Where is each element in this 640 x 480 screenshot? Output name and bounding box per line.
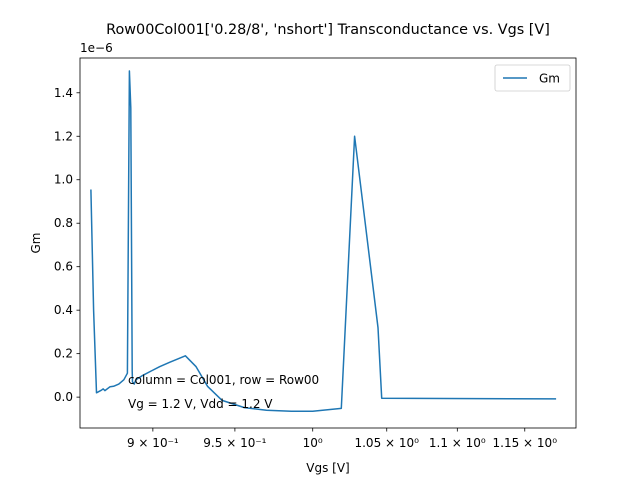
y-tick-label: 0.0 (54, 390, 73, 404)
series-layer (90, 70, 557, 413)
y-tick-label: 0.4 (54, 303, 73, 317)
x-tick-label: 10⁰ (303, 436, 323, 450)
annotation-voltages: Vg = 1.2 V, Vdd = 1.2 V (128, 397, 273, 411)
y-axis-label: Gm (29, 233, 43, 254)
annotation-column-row: column = Col001, row = Row00 (128, 373, 319, 387)
x-axis-label: Vgs [V] (306, 461, 349, 475)
x-tick-label: 9.5 × 10⁻¹ (203, 436, 266, 450)
y-tick-label: 1.2 (54, 129, 73, 143)
y-axis-ticks: 0.0 0.2 0.4 0.6 0.8 1.0 1.2 1.4 (54, 86, 80, 404)
y-tick-label: 0.6 (54, 260, 73, 274)
x-tick-label: 1.15 × 10⁰ (493, 436, 558, 450)
legend: Gm (494, 64, 571, 92)
y-axis-offset-label: 1e−6 (80, 41, 113, 55)
chart-title: Row00Col001['0.28/8', 'nshort'] Transcon… (106, 22, 550, 38)
y-tick-label: 0.2 (54, 347, 73, 361)
y-tick-label: 1.0 (54, 173, 73, 187)
y-tick-label: 1.4 (54, 86, 73, 100)
x-axis-ticks: 9 × 10⁻¹ 9.5 × 10⁻¹ 10⁰ 1.05 × 10⁰ 1.1 × 10⁰… (127, 428, 557, 450)
x-tick-label: 1.05 × 10⁰ (354, 436, 419, 450)
series-line-gm (90, 70, 557, 413)
x-tick-label: 9 × 10⁻¹ (127, 436, 179, 450)
x-tick-label: 1.1 × 10⁰ (429, 436, 486, 450)
axes-frame (79, 57, 577, 429)
legend-label: Gm (539, 72, 560, 86)
legend-frame (494, 64, 571, 92)
y-tick-label: 0.8 (54, 216, 73, 230)
